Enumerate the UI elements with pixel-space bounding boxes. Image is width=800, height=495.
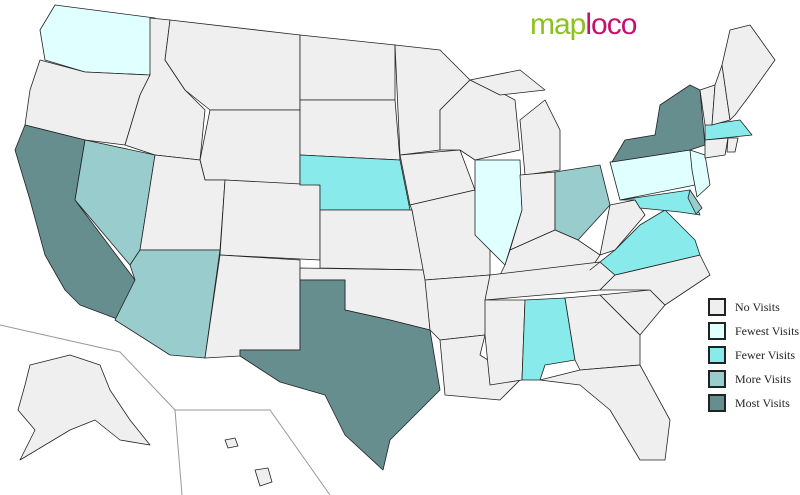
state-KS[interactable] [319,209,426,271]
legend-item-no-visits: No Visits [708,295,799,319]
state-AK[interactable] [17,354,151,461]
state-FL[interactable] [539,364,671,461]
state-AR[interactable] [424,274,491,341]
legend-swatch [708,298,726,316]
legend: No Visits Fewest Visits Fewer Visits Mor… [708,295,799,415]
legend-swatch [708,346,726,364]
legend-item-most-visits: Most Visits [708,391,799,415]
state-OH[interactable] [554,164,611,241]
state-RI[interactable] [726,137,739,153]
state-ME[interactable] [721,24,776,121]
state-HI[interactable] [224,437,239,449]
inset-divider [175,409,331,495]
state-MI[interactable] [469,69,546,96]
state-AZ[interactable] [114,249,221,359]
state-SD[interactable] [299,99,401,161]
state-MI[interactable] [519,99,561,176]
legend-swatch [708,394,726,412]
state-HI[interactable] [254,467,273,487]
state-ND[interactable] [299,34,396,101]
legend-label: Fewest Visits [735,323,800,338]
state-DE[interactable] [687,189,703,215]
state-VA[interactable] [589,209,701,276]
legend-item-fewest-visits: Fewest Visits [708,319,799,343]
state-NM[interactable] [204,254,301,359]
legend-item-more-visits: More Visits [708,367,799,391]
maploco-logo: maploco [530,8,637,42]
logo-part-map: map [530,8,586,41]
legend-item-fewer-visits: Fewer Visits [708,343,799,367]
legend-label: Fewer Visits [735,347,796,362]
inset-divider [0,324,183,495]
legend-swatch [708,322,726,340]
state-CT[interactable] [704,137,729,159]
logo-part-loco: loco [585,8,637,41]
legend-label: Most Visits [735,395,790,410]
state-WY[interactable] [199,109,301,186]
legend-label: No Visits [735,299,780,314]
state-NJ[interactable] [689,149,711,198]
state-MA[interactable] [704,119,753,141]
state-MS[interactable] [484,299,526,386]
legend-label: More Visits [735,371,792,386]
state-TX[interactable] [239,279,441,471]
legend-swatch [708,370,726,388]
state-CO[interactable] [219,179,321,261]
